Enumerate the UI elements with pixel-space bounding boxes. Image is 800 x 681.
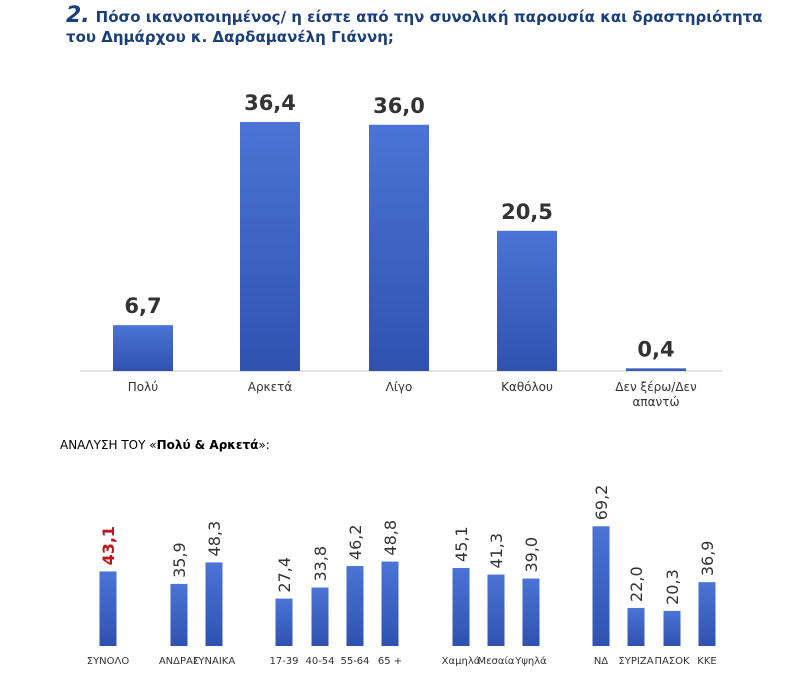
question-number: 2. xyxy=(66,3,90,28)
x-tick-label: ΚΚΕ xyxy=(697,656,716,667)
subtitle-prefix: ΑΝΑΛΥΣΗ ΤΟΥ « xyxy=(60,438,157,452)
x-tick-label: ΝΔ xyxy=(594,656,608,667)
subtitle: ΑΝΑΛΥΣΗ ΤΟΥ «Πολύ & Αρκετά»: xyxy=(60,438,270,452)
bar xyxy=(487,574,505,646)
value-label: 22,0 xyxy=(627,566,646,602)
x-tick-label: Δεν ξέρω/Δεν απαντώ xyxy=(615,380,697,409)
value-label: 36,4 xyxy=(244,91,296,115)
value-label: 6,7 xyxy=(124,294,161,318)
x-tick-label: Πολύ xyxy=(128,380,158,394)
value-label: 41,3 xyxy=(487,533,506,569)
bar xyxy=(497,230,557,371)
chart-title: 2. Πόσο ικανοποιημένος/ η είστε από την σ… xyxy=(66,3,766,47)
bar xyxy=(626,368,686,371)
value-label: 27,4 xyxy=(275,557,294,593)
x-tick-label-line: Δεν ξέρω/Δεν xyxy=(615,380,697,394)
x-tick-label: Χαμηλά xyxy=(442,655,481,667)
bar xyxy=(698,582,716,646)
value-label: 35,9 xyxy=(170,542,189,578)
value-label: 48,8 xyxy=(381,520,400,556)
x-tick-label: ΠΑΣΟΚ xyxy=(654,656,690,667)
bar xyxy=(240,122,300,371)
x-tick-label: 17-39 xyxy=(269,656,298,667)
x-tick-label: ΣΥΡΙΖΑ xyxy=(618,656,653,667)
bar xyxy=(452,567,470,646)
value-label: 46,2 xyxy=(346,524,365,560)
bar xyxy=(346,566,364,646)
bar xyxy=(275,598,293,646)
value-label: 0,4 xyxy=(637,337,674,361)
bar xyxy=(592,526,610,646)
subtitle-emphasis: Πολύ & Αρκετά xyxy=(157,438,259,452)
bar xyxy=(205,562,223,646)
bar xyxy=(170,583,188,646)
x-tick-label: Αρκετά xyxy=(248,380,293,394)
bar xyxy=(522,578,540,646)
bar xyxy=(113,325,173,371)
x-tick-label: Λίγο xyxy=(386,380,413,394)
x-tick-label: ΑΝΔΡΑΣ xyxy=(159,656,199,667)
bar xyxy=(663,610,681,646)
value-label: 20,3 xyxy=(663,569,682,605)
bar xyxy=(381,561,399,646)
subtitle-suffix: »: xyxy=(258,438,269,452)
x-tick-label: Υψηλά xyxy=(514,655,547,667)
value-label: 36,9 xyxy=(698,541,717,577)
x-tick-label: 40-54 xyxy=(305,656,334,667)
x-tick-label: 65 + xyxy=(378,656,402,667)
x-tick-label: Μεσαία xyxy=(478,655,515,667)
bar xyxy=(627,607,645,646)
value-label: 69,2 xyxy=(592,485,611,521)
x-tick-label: Καθόλου xyxy=(501,380,553,394)
bar xyxy=(311,587,329,646)
value-label: 48,3 xyxy=(205,521,224,557)
value-label: 43,1 xyxy=(99,526,118,565)
value-label: 39,0 xyxy=(522,537,541,573)
bar xyxy=(99,571,117,646)
value-label: 36,0 xyxy=(373,94,425,118)
x-tick-label-line: απαντώ xyxy=(632,395,679,409)
question-text: Πόσο ικανοποιημένος/ η είστε από την συν… xyxy=(66,8,763,46)
value-label: 33,8 xyxy=(311,546,330,582)
bar xyxy=(369,124,429,371)
value-label: 20,5 xyxy=(501,200,553,224)
value-label: 45,1 xyxy=(452,526,471,562)
x-tick-label: 55-64 xyxy=(340,656,369,667)
x-tick-label: ΓΥΝΑΙΚΑ xyxy=(193,656,236,667)
x-tick-label: ΣΥΝΟΛΟ xyxy=(87,656,130,667)
